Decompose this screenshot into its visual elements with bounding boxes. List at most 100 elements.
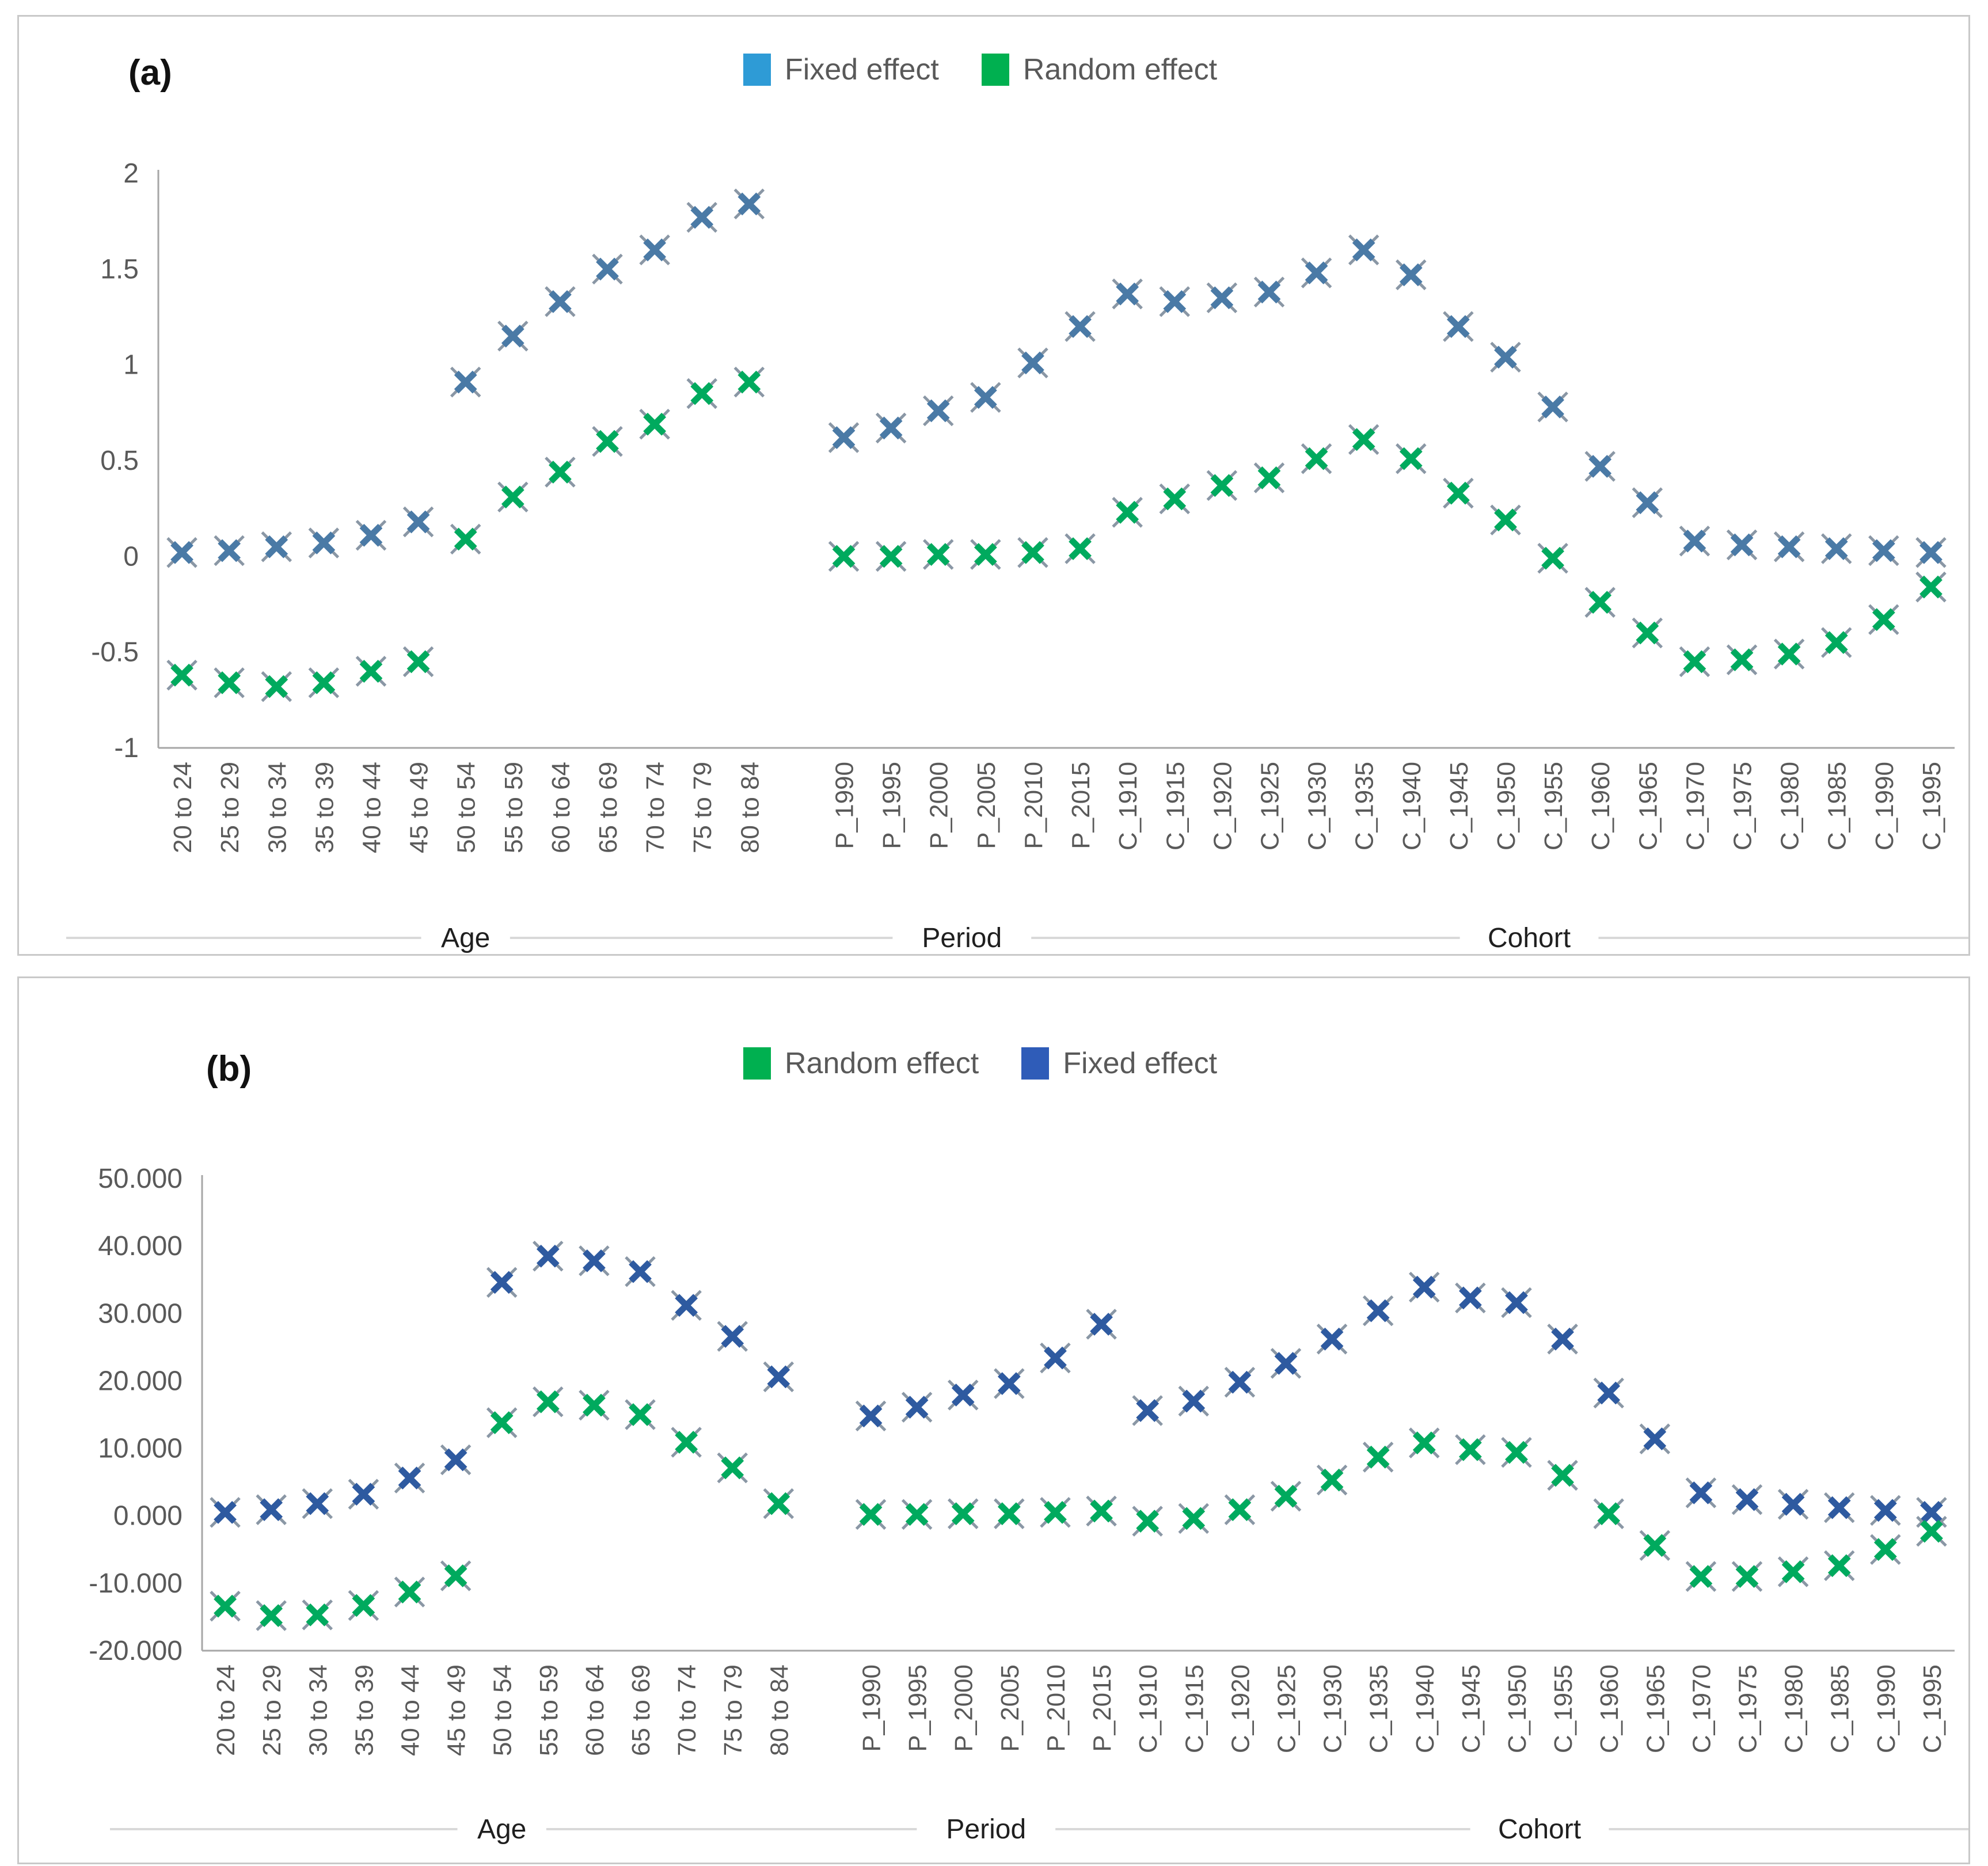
svg-text:30 to 34: 30 to 34 [304,1664,332,1756]
legend-item-random-effect: Random effect [981,52,1217,87]
svg-text:P_1990: P_1990 [831,762,859,849]
svg-text:60 to 64: 60 to 64 [581,1664,609,1756]
svg-text:45 to 49: 45 to 49 [443,1664,471,1756]
svg-text:55 to 59: 55 to 59 [500,762,528,853]
legend-item-fixed-effect: Fixed effect [743,52,939,87]
svg-text:1.5: 1.5 [100,254,139,284]
svg-text:C_1985: C_1985 [1826,1664,1854,1753]
svg-text:Cohort: Cohort [1488,923,1571,953]
legend-swatch-icon [743,1047,771,1080]
svg-text:Age: Age [441,923,490,953]
svg-text:C_1920: C_1920 [1208,762,1237,850]
svg-text:65 to 69: 65 to 69 [594,762,622,853]
svg-text:-1: -1 [114,733,139,763]
svg-text:P_2015: P_2015 [1088,1664,1116,1752]
svg-text:C_1915: C_1915 [1161,762,1189,850]
svg-text:P_1990: P_1990 [858,1664,886,1752]
svg-text:30.000: 30.000 [98,1298,183,1329]
svg-text:P_2010: P_2010 [1020,762,1048,849]
legend-label: Random effect [785,1047,979,1080]
legend-label: Fixed effect [785,53,939,86]
svg-text:P_2010: P_2010 [1042,1664,1070,1752]
svg-text:1: 1 [123,350,139,381]
svg-text:C_1950: C_1950 [1503,1664,1531,1753]
panel-a-label: (a) [128,53,172,93]
svg-text:P_2005: P_2005 [996,1664,1024,1752]
svg-text:65 to 69: 65 to 69 [627,1664,655,1756]
svg-text:C_1930: C_1930 [1303,762,1332,850]
svg-text:C_1930: C_1930 [1319,1664,1347,1753]
svg-text:55 to 59: 55 to 59 [535,1664,563,1756]
svg-text:C_1940: C_1940 [1411,1664,1439,1753]
svg-text:C_1950: C_1950 [1492,762,1521,850]
panel-a-chart: 2 1.5 1 0.5 0 -0.5 -1 20 to 24 25 to 29 30 to 34 3… [66,158,1968,953]
svg-text:-10.000: -10.000 [89,1568,183,1599]
svg-text:Period: Period [946,1814,1026,1845]
svg-text:C_1985: C_1985 [1823,762,1852,850]
svg-text:P_2015: P_2015 [1067,762,1095,849]
svg-text:P_1995: P_1995 [878,762,906,849]
svg-text:0.000: 0.000 [113,1501,183,1531]
svg-text:C_1945: C_1945 [1445,762,1473,850]
svg-text:Period: Period [922,923,1002,953]
svg-text:C_1990: C_1990 [1872,1664,1900,1753]
legend-swatch-icon [981,54,1009,86]
svg-text:70 to 74: 70 to 74 [673,1664,701,1756]
svg-text:80 to 84: 80 to 84 [765,1664,793,1756]
panel-a-legend: Fixed effect Random effect [743,52,1217,87]
svg-text:75 to 79: 75 to 79 [689,762,717,853]
svg-text:C_1970: C_1970 [1681,762,1709,850]
svg-text:40.000: 40.000 [98,1231,183,1261]
svg-text:0.5: 0.5 [100,446,139,476]
series-fixed-effect [210,1240,1947,1528]
svg-text:C_1955: C_1955 [1549,1664,1578,1753]
legend-item-random-effect: Random effect [743,1046,979,1081]
svg-text:-0.5: -0.5 [91,637,139,668]
svg-text:C_1955: C_1955 [1540,762,1568,850]
svg-text:75 to 79: 75 to 79 [719,1664,747,1756]
svg-text:Age: Age [477,1814,526,1845]
panel-b-chart: 50.000 40.000 30.000 20.000 10.000 0.000 -10.0… [89,1164,1968,1845]
svg-text:C_1995: C_1995 [1918,1664,1947,1753]
svg-text:40 to 44: 40 to 44 [358,762,386,853]
svg-text:C_1910: C_1910 [1134,1664,1162,1753]
svg-text:50.000: 50.000 [98,1164,183,1194]
legend-swatch-icon [743,54,771,86]
svg-text:35 to 39: 35 to 39 [350,1664,378,1756]
svg-text:30 to 34: 30 to 34 [263,762,291,853]
svg-text:20 to 24: 20 to 24 [169,762,197,853]
series-random-effect [210,1386,1947,1631]
svg-text:40 to 44: 40 to 44 [396,1664,424,1756]
svg-text:C_1990: C_1990 [1871,762,1899,850]
panel-b: (b) Random effect Fixed effect 50.000 40.0… [17,976,1970,1864]
legend-swatch-icon [1021,1047,1050,1080]
svg-text:25 to 29: 25 to 29 [258,1664,286,1756]
series-random-effect [166,366,1947,702]
svg-text:C_1970: C_1970 [1687,1664,1716,1753]
svg-text:0: 0 [123,541,139,572]
svg-text:C_1960: C_1960 [1595,1664,1624,1753]
svg-text:C_1995: C_1995 [1918,762,1946,850]
svg-text:80 to 84: 80 to 84 [736,762,764,853]
svg-text:P_2000: P_2000 [925,762,953,849]
svg-text:P_1995: P_1995 [904,1664,932,1752]
svg-text:C_1925: C_1925 [1272,1664,1301,1753]
svg-text:C_1980: C_1980 [1776,762,1804,850]
svg-text:C_1980: C_1980 [1780,1664,1808,1753]
svg-text:C_1915: C_1915 [1180,1664,1208,1753]
svg-text:C_1925: C_1925 [1256,762,1284,850]
svg-text:60 to 64: 60 to 64 [547,762,575,853]
svg-text:70 to 74: 70 to 74 [641,762,670,853]
svg-text:C_1940: C_1940 [1398,762,1426,850]
svg-text:25 to 29: 25 to 29 [216,762,244,853]
svg-text:45 to 49: 45 to 49 [405,762,434,853]
svg-text:P_2005: P_2005 [972,762,1001,849]
svg-text:C_1935: C_1935 [1365,1664,1393,1753]
svg-text:50 to 54: 50 to 54 [489,1664,517,1756]
series-fixed-effect [166,188,1947,568]
svg-text:C_1920: C_1920 [1226,1664,1255,1753]
panel-b-legend: Random effect Fixed effect [743,1046,1217,1081]
svg-text:35 to 39: 35 to 39 [310,762,339,853]
svg-text:50 to 54: 50 to 54 [453,762,481,853]
panel-b-label: (b) [206,1049,252,1089]
